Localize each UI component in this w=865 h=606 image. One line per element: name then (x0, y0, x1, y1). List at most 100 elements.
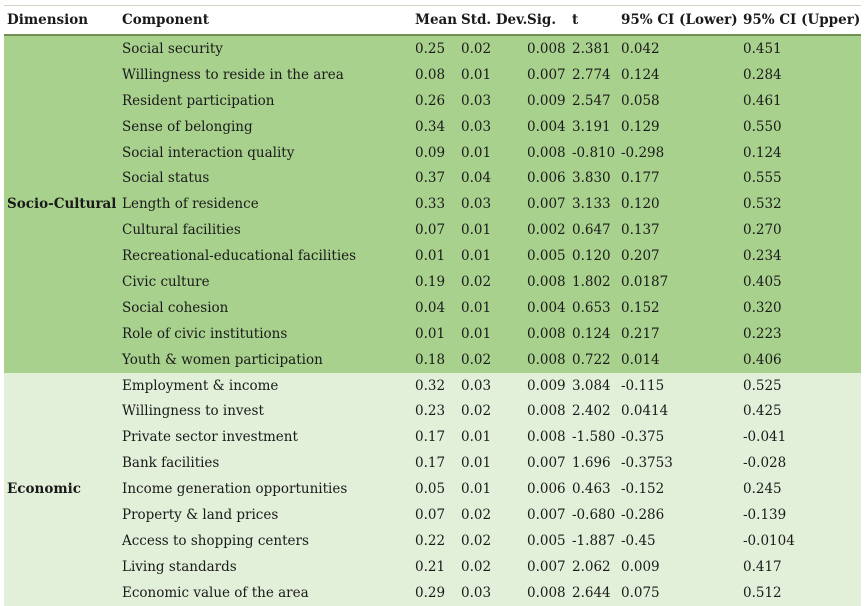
ci-upper-cell: -0.041 (740, 424, 861, 451)
sig-cell: 0.008 (524, 320, 569, 347)
ci-upper-cell: -0.028 (740, 450, 861, 477)
ci-upper-cell: 0.245 (740, 476, 861, 503)
ci-upper-cell: 0.284 (740, 61, 861, 88)
economic-group: Economic Employment & income 0.32 0.03 0.009… (4, 372, 861, 606)
ci-lower-cell: 0.152 (618, 294, 740, 321)
mean-cell: 0.07 (412, 217, 458, 244)
t-cell: 1.802 (569, 269, 618, 295)
ci-lower-cell: -0.286 (618, 502, 740, 528)
header-ci-lower: 95% CI (Lower) (618, 5, 740, 36)
sig-cell: 0.007 (524, 61, 569, 88)
std-dev-cell: 0.03 (458, 113, 524, 140)
table-row: Role of civic institutions 0.01 0.01 0.008 0… (4, 320, 861, 347)
table-row: Youth & women participation 0.18 0.02 0.008… (4, 346, 861, 373)
dimension-cell: Socio-Cultural (4, 35, 119, 373)
table-row: Sense of belonging 0.34 0.03 0.004 3.191 0.12… (4, 113, 861, 140)
std-dev-cell: 0.03 (458, 372, 524, 399)
ci-upper-cell: 0.425 (740, 398, 861, 425)
std-dev-cell: 0.01 (458, 217, 524, 244)
ci-upper-cell: 0.270 (740, 217, 861, 244)
dimension-cell: Economic (4, 372, 119, 606)
std-dev-cell: 0.02 (458, 269, 524, 295)
socio-cultural-group: Socio-Cultural Social security 0.25 0.02 0.0… (4, 35, 861, 373)
table-row: Income generation opportunities 0.05 0.01 0… (4, 476, 861, 503)
table-row: Living standards 0.21 0.02 0.007 2.062 0.009 0… (4, 553, 861, 580)
std-dev-cell: 0.02 (458, 527, 524, 554)
ci-upper-cell: 0.124 (740, 139, 861, 166)
sig-cell: 0.006 (524, 165, 569, 192)
ci-lower-cell: 0.0187 (618, 269, 740, 295)
ci-upper-cell: 0.234 (740, 243, 861, 270)
ci-upper-cell: 0.525 (740, 372, 861, 399)
sig-cell: 0.007 (524, 450, 569, 477)
sig-cell: 0.007 (524, 502, 569, 528)
std-dev-cell: 0.04 (458, 165, 524, 192)
std-dev-cell: 0.02 (458, 346, 524, 373)
sig-cell: 0.004 (524, 294, 569, 321)
mean-cell: 0.25 (412, 35, 458, 62)
t-cell: 2.402 (569, 398, 618, 425)
t-cell: 2.774 (569, 61, 618, 88)
component-cell: Length of residence (119, 191, 412, 218)
mean-cell: 0.17 (412, 424, 458, 451)
t-cell: 3.133 (569, 191, 618, 218)
ci-upper-cell: 0.451 (740, 35, 861, 62)
component-cell: Social cohesion (119, 294, 412, 321)
mean-cell: 0.37 (412, 165, 458, 192)
component-cell: Private sector investment (119, 424, 412, 451)
t-cell: 2.062 (569, 553, 618, 580)
ci-lower-cell: 0.075 (618, 579, 740, 606)
header-component: Component (119, 5, 412, 36)
std-dev-cell: 0.01 (458, 476, 524, 503)
table-row: Social interaction quality 0.09 0.01 0.008-… (4, 139, 861, 166)
sig-cell: 0.008 (524, 424, 569, 451)
std-dev-cell: 0.02 (458, 398, 524, 425)
ci-upper-cell: 0.461 (740, 87, 861, 114)
table-row: Socio-Cultural Social security 0.25 0.02 0.0… (4, 35, 861, 373)
ci-lower-cell: 0.009 (618, 553, 740, 580)
sig-cell: 0.008 (524, 346, 569, 373)
t-cell: 3.191 (569, 113, 618, 140)
sig-cell: 0.008 (524, 398, 569, 425)
table-row: Private sector investment 0.17 0.01 0.008 -1… (4, 424, 861, 451)
ci-lower-cell: 0.058 (618, 87, 740, 114)
table-row: Civic culture 0.19 0.02 0.008 1.802 0.0187 0.4… (4, 269, 861, 295)
results-table-container: Dimension Component Mean Std. Dev. Sig. … (4, 5, 861, 606)
table-row: Recreational-educational facilities 0.01 0… (4, 243, 861, 270)
component-cell: Cultural facilities (119, 217, 412, 244)
mean-cell: 0.08 (412, 61, 458, 88)
component-cell: Recreational-educational facilities (119, 243, 412, 270)
t-cell: 3.084 (569, 372, 618, 399)
sig-cell: 0.004 (524, 113, 569, 140)
component-cell: Living standards (119, 553, 412, 580)
ci-upper-cell: -0.139 (740, 502, 861, 528)
header-row: Dimension Component Mean Std. Dev. Sig. … (4, 5, 861, 36)
mean-cell: 0.21 (412, 553, 458, 580)
table-row: Social cohesion 0.04 0.01 0.004 0.653 0.152 0.… (4, 294, 861, 321)
component-cell: Civic culture (119, 269, 412, 295)
component-cell: Social security (119, 35, 412, 62)
table-row: Willingness to reside in the area 0.08 0.0… (4, 61, 861, 88)
t-cell: -1.887 (569, 527, 618, 554)
mean-cell: 0.05 (412, 476, 458, 503)
std-dev-cell: 0.03 (458, 191, 524, 218)
mean-cell: 0.26 (412, 87, 458, 114)
sig-cell: 0.005 (524, 527, 569, 554)
table-row: Bank facilities 0.17 0.01 0.007 1.696 -0.3753… (4, 450, 861, 477)
std-dev-cell: 0.01 (458, 61, 524, 88)
t-cell: 0.124 (569, 320, 618, 347)
sig-cell: 0.009 (524, 87, 569, 114)
std-dev-cell: 0.01 (458, 424, 524, 451)
t-cell: -0.810 (569, 139, 618, 166)
mean-cell: 0.23 (412, 398, 458, 425)
ci-upper-cell: 0.512 (740, 579, 861, 606)
component-cell: Sense of belonging (119, 113, 412, 140)
table-row: Willingness to invest 0.23 0.02 0.008 2.402 0… (4, 398, 861, 425)
mean-cell: 0.17 (412, 450, 458, 477)
mean-cell: 0.32 (412, 372, 458, 399)
std-dev-cell: 0.02 (458, 553, 524, 580)
ci-upper-cell: 0.550 (740, 113, 861, 140)
t-cell: -0.680 (569, 502, 618, 528)
mean-cell: 0.04 (412, 294, 458, 321)
ci-lower-cell: -0.115 (618, 372, 740, 399)
